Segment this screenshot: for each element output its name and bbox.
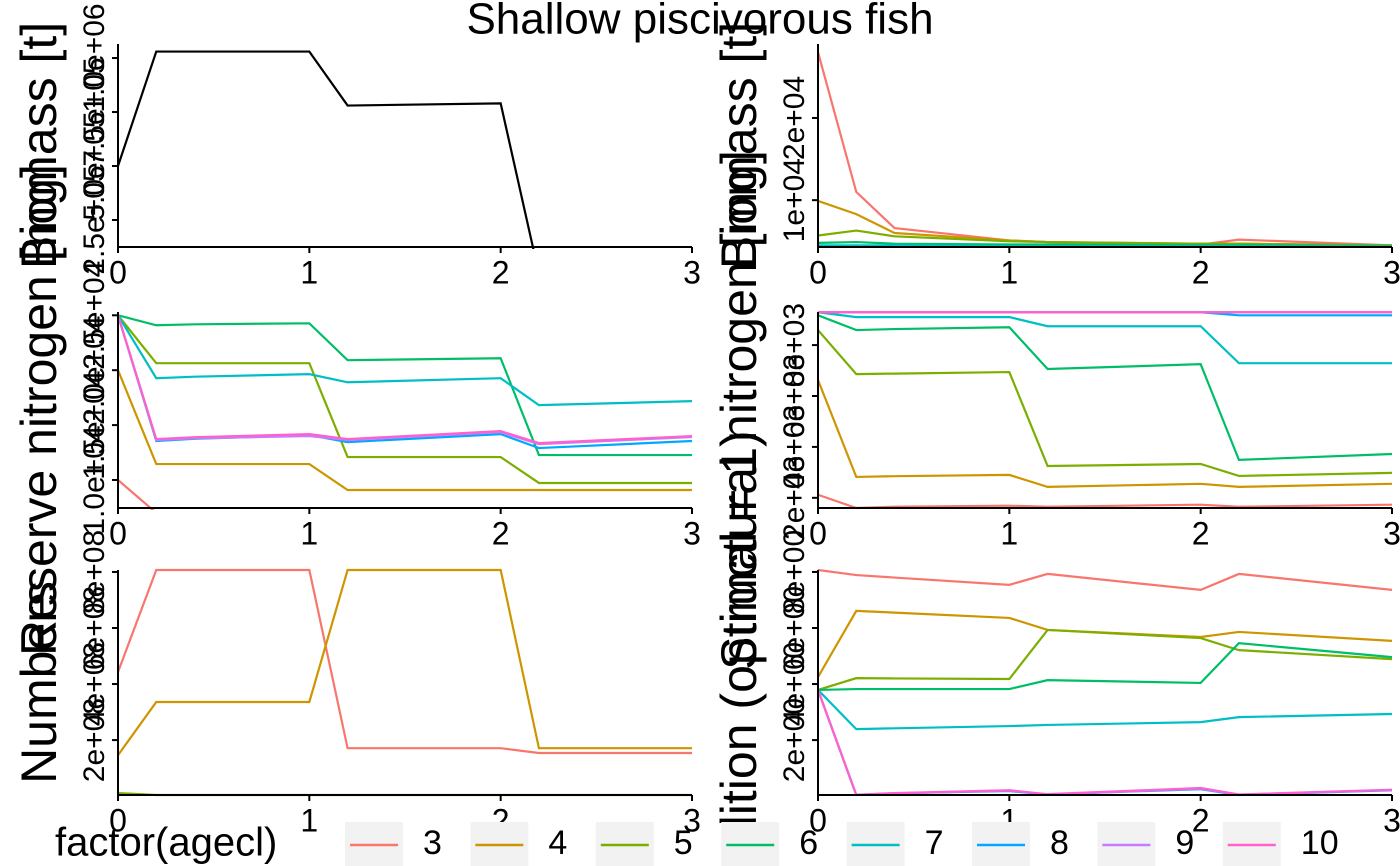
plot-area [118, 50, 535, 249]
y-tick-label: 8e+03 [778, 303, 811, 387]
series-line [818, 689, 1392, 796]
legend-title: factor(agecl) [55, 821, 277, 865]
y-axis-label: Biomass [t] [711, 22, 767, 269]
series-line [818, 609, 1392, 678]
plot-area [818, 568, 1392, 797]
series-line [818, 329, 1392, 478]
series-line [818, 51, 1392, 247]
x-tick-label: 0 [809, 515, 827, 551]
y-axis-label: Biomass [t] [11, 22, 67, 269]
legend-label: 10 [1301, 824, 1339, 862]
legend-label: 4 [548, 824, 567, 862]
series-line [818, 493, 1392, 510]
y-tick-label: 2e+03 [778, 456, 811, 540]
series-line [118, 50, 535, 249]
series-line [818, 689, 1392, 797]
y-axis-label: Reserve nitrogen [mg] [11, 164, 67, 656]
x-tick-label: 0 [109, 515, 127, 551]
y-tick-label: 2.5e+04 [78, 261, 111, 370]
series-line [818, 689, 1392, 797]
plot-area [118, 314, 692, 510]
y-tick-label: 7.5e+05 [78, 57, 111, 166]
plot-area [818, 311, 1392, 510]
series-line [818, 311, 1392, 365]
y-tick-label: 8e+08 [78, 530, 111, 614]
y-tick-label: 1.0e+04 [78, 425, 111, 534]
y-tick-label: 1.5e+04 [78, 370, 111, 479]
plot-area [818, 51, 1392, 248]
x-tick-label: 1 [300, 515, 318, 551]
x-tick-label: 3 [683, 254, 701, 290]
series-line [118, 369, 692, 492]
series-line [818, 568, 1392, 592]
y-tick-label: 2.0e+04 [78, 316, 111, 425]
y-tick-label: 6e+08 [78, 586, 111, 670]
x-tick-label: 3 [1383, 802, 1400, 838]
x-tick-label: 1 [1000, 515, 1018, 551]
x-tick-label: 1 [1000, 254, 1018, 290]
y-axis-label: Condition (optimal = 1) [711, 430, 767, 866]
x-tick-label: 2 [492, 515, 510, 551]
y-axis-label: Structural nitrogen [mg] [711, 150, 767, 670]
series-line [818, 314, 1392, 462]
series-line [818, 689, 1392, 731]
x-tick-label: 0 [809, 802, 827, 838]
y-tick-label: 2.5e+05 [78, 165, 111, 274]
series-line [818, 379, 1392, 488]
y-tick-label: 5.0e+05 [78, 111, 111, 220]
legend-label: 6 [799, 824, 818, 862]
y-tick-label: 2e+08 [78, 698, 111, 782]
x-tick-label: 0 [109, 254, 127, 290]
legend-label: 7 [925, 824, 944, 862]
series-line [118, 314, 692, 407]
legend-label: 5 [674, 824, 693, 862]
y-axis-label: Numbers [11, 581, 67, 784]
x-tick-label: 1 [300, 802, 318, 838]
series-line [818, 641, 1392, 692]
series-line [818, 628, 1392, 691]
series-line [118, 314, 692, 445]
series-line [118, 314, 692, 457]
x-tick-label: 2 [492, 254, 510, 290]
y-tick-label: 4e+00 [778, 642, 811, 726]
x-tick-label: 2 [1192, 515, 1210, 551]
x-tick-label: 3 [683, 802, 701, 838]
y-tick-label: 1.0e+06 [78, 3, 111, 112]
y-tick-label: 4e+03 [778, 405, 811, 489]
figure-title: Shallow piscivorous fish [466, 0, 933, 44]
x-tick-label: 2 [1192, 802, 1210, 838]
y-tick-label: 1e+04 [778, 158, 811, 242]
y-tick-label: 2e+04 [778, 76, 811, 160]
series-line [818, 199, 1392, 247]
x-tick-label: 2 [1192, 254, 1210, 290]
series-line [818, 229, 1392, 247]
y-tick-label: 2e+00 [778, 698, 811, 782]
legend-label: 8 [1050, 824, 1069, 862]
x-tick-label: 3 [1383, 515, 1400, 551]
x-tick-label: 3 [1383, 254, 1400, 290]
y-tick-label: 4e+08 [78, 642, 111, 726]
y-tick-label: 6e+00 [778, 586, 811, 670]
legend-label: 3 [423, 824, 442, 862]
series-line [118, 314, 692, 485]
x-tick-label: 1 [300, 254, 318, 290]
series-line [118, 568, 692, 755]
legend-label: 9 [1175, 824, 1194, 862]
series-line [118, 568, 692, 756]
x-tick-label: 0 [809, 254, 827, 290]
x-tick-label: 3 [683, 515, 701, 551]
x-tick-label: 0 [109, 802, 127, 838]
y-tick-label: 8e+00 [778, 530, 811, 614]
y-tick-label: 6e+03 [778, 354, 811, 438]
plot-area [118, 568, 692, 797]
